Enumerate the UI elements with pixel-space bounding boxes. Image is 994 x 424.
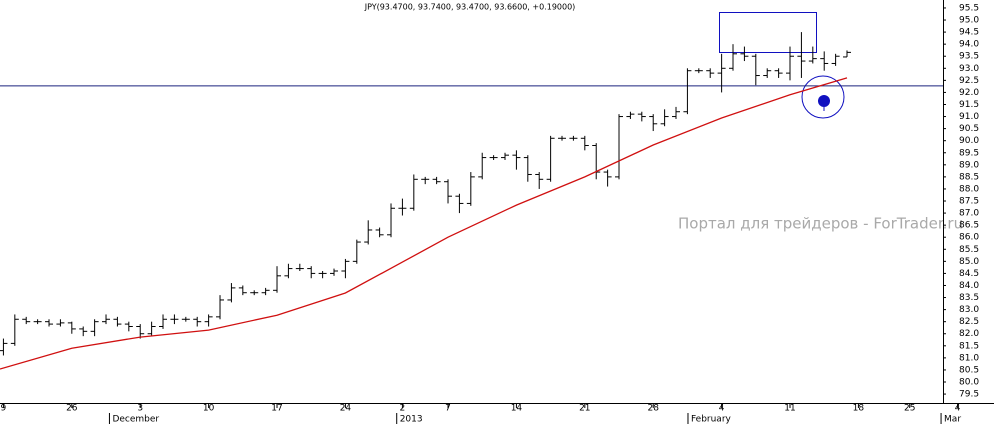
x-tick-label: 14 [511,404,523,414]
x-tick-label: 3 [137,404,143,414]
x-tick-label: 9 [1,404,7,414]
y-tick-label: 88.0 [959,184,979,194]
y-tick-label: 90.0 [959,136,979,146]
x-tick-label: 25 [904,404,915,414]
y-tick-label: 84.0 [959,281,979,291]
x-tick-label: 4 [955,404,961,414]
x-tick-label: 17 [271,404,282,414]
y-tick-label: 95.0 [959,16,979,26]
moving-average [0,77,848,370]
x-tick-label: 26 [66,404,78,414]
x-tick-label: 28 [647,404,659,414]
x-tick-label: 11 [784,404,795,414]
month-label: February [691,415,732,424]
chart-title: JPY(93.4700, 93.7400, 93.4700, 93.6600, … [364,3,576,12]
y-tick-label: 86.0 [959,233,979,243]
y-tick-label: 82.5 [959,317,979,327]
x-tick-label: 4 [719,404,725,414]
annotation-circle [801,75,845,119]
y-tick-label: 94.0 [959,40,979,50]
y-tick-label: 93.0 [959,64,979,74]
y-tick-label: 80.5 [959,365,979,375]
y-tick-label: 89.5 [959,148,979,158]
y-tick-label: 95.5 [959,3,979,13]
x-tick-label: 7 [445,404,451,414]
x-tick-label: 24 [340,404,352,414]
y-tick-label: 92.5 [959,76,979,86]
month-label: December [112,415,159,424]
y-tick-label: 81.0 [959,353,979,363]
y-tick-label: 92.0 [959,88,979,98]
y-tick-label: 90.5 [959,124,979,134]
y-tick-label: 83.5 [959,293,979,303]
y-tick-label: 94.5 [959,28,979,38]
y-tick-label: 83.0 [959,305,979,315]
y-tick-label: 89.0 [959,160,979,170]
y-tick-label: 85.5 [959,245,979,255]
y-tick-label: 87.0 [959,209,979,219]
annotation-box [719,12,817,53]
watermark: Портал для трейдеров - ForTrader.ru [678,215,963,233]
y-tick-label: 79.5 [959,390,979,400]
month-label: 2013 [400,415,423,424]
y-tick-label: 91.5 [959,100,979,110]
y-tick-label: 80.0 [959,378,979,388]
y-tick-label: 91.0 [959,112,979,122]
y-tick-label: 86.5 [959,221,979,231]
y-tick-label: 85.0 [959,257,979,267]
x-tick-label: 21 [579,404,590,414]
y-tick-label: 93.5 [959,52,979,62]
y-tick-label: 82.0 [959,329,979,339]
x-tick-label: 2 [400,404,406,414]
y-tick-label: 81.5 [959,341,979,351]
y-tick-label: 87.5 [959,197,979,207]
y-tick-label: 84.5 [959,269,979,279]
month-label: Mar [944,415,961,424]
y-tick-label: 88.5 [959,172,979,182]
stop-icon [818,95,830,107]
x-tick-label: 10 [203,404,215,414]
x-tick-label: 18 [853,404,865,414]
